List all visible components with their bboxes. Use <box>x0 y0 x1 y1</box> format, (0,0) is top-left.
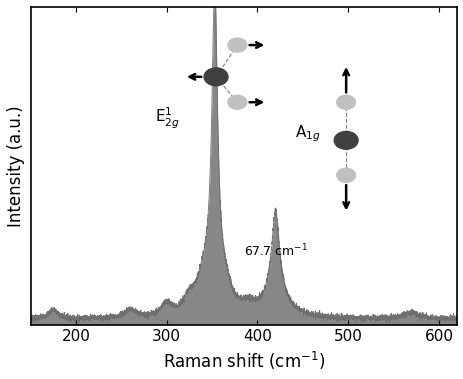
Y-axis label: Intensity (a.u.): Intensity (a.u.) <box>7 105 25 227</box>
Circle shape <box>336 95 355 109</box>
X-axis label: Raman shift (cm$^{-1}$): Raman shift (cm$^{-1}$) <box>163 350 324 372</box>
Text: A$_{1g}$: A$_{1g}$ <box>294 124 320 144</box>
Text: E$^1_{2g}$: E$^1_{2g}$ <box>154 106 179 131</box>
Circle shape <box>336 168 355 182</box>
Circle shape <box>227 95 246 109</box>
Circle shape <box>333 132 357 149</box>
Circle shape <box>204 68 227 86</box>
Circle shape <box>227 38 246 52</box>
Text: 67.7 cm$^{-1}$: 67.7 cm$^{-1}$ <box>243 243 307 260</box>
